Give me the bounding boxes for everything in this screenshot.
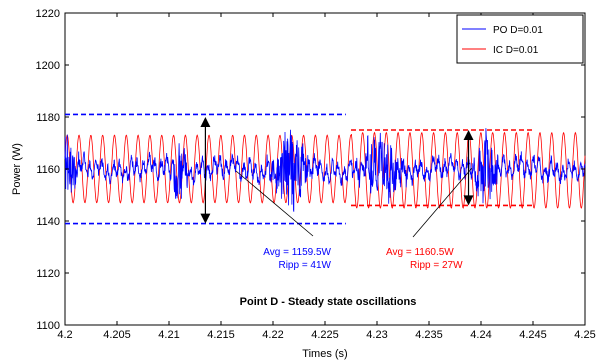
x-tick-label: 4.215 — [207, 329, 235, 341]
x-tick-label: 4.24 — [470, 329, 491, 341]
x-axis-title: Times (s) — [302, 348, 347, 360]
series-po-line — [64, 128, 586, 212]
ripple-arrow-head-down — [200, 213, 211, 224]
axes: 4.2 4.205 4.21 4.215 4.22 4.225 4.23 4.235 4.24 4… — [36, 8, 596, 341]
ripple-arrow-head-up — [463, 130, 474, 140]
blue-ripp-label: Ripp = 41W — [278, 260, 331, 271]
chart-note: Point D - Steady state oscillations — [240, 296, 417, 308]
y-tick-label: 1100 — [36, 320, 60, 332]
y-tick-label: 1120 — [36, 268, 60, 280]
x-tick-label: 4.225 — [311, 329, 339, 341]
ripple-arrow-head-up — [200, 117, 211, 127]
x-tick-label: 4.245 — [519, 329, 547, 341]
blue-avg-label: Avg = 1159.5W — [263, 247, 331, 258]
x-tick-label: 4.2 — [57, 329, 72, 341]
legend-label-ic: IC D=0.01 — [493, 45, 539, 56]
legend: PO D=0.01 IC D=0.01 — [456, 14, 584, 64]
y-tick-label: 1140 — [36, 216, 60, 228]
series-ic-line — [64, 131, 586, 209]
red-ripp-label: Ripp = 27W — [410, 260, 463, 271]
x-tick-label: 4.22 — [262, 329, 283, 341]
ripple-arrow-head-down — [463, 195, 474, 206]
red-annotation-pointer — [412, 167, 473, 238]
blue-annotation-pointer — [235, 170, 314, 237]
legend-box — [456, 14, 584, 64]
x-tick-label: 4.235 — [415, 329, 443, 341]
y-axis-title: Power (W) — [11, 143, 23, 195]
y-tick-label: 1160 — [36, 164, 60, 176]
y-tick-label: 1180 — [36, 112, 60, 124]
x-tick-label: 4.21 — [158, 329, 179, 341]
x-tick-label: 4.23 — [366, 329, 387, 341]
red-avg-label: Avg = 1160.5W — [386, 247, 454, 258]
x-tick-label: 4.205 — [103, 329, 131, 341]
x-tick-label: 4.25 — [574, 329, 595, 341]
y-tick-label: 1200 — [36, 60, 60, 72]
y-tick-label: 1220 — [36, 8, 60, 20]
legend-label-po: PO D=0.01 — [493, 25, 543, 36]
series-layer — [64, 128, 586, 212]
reference-lines — [65, 113, 533, 225]
